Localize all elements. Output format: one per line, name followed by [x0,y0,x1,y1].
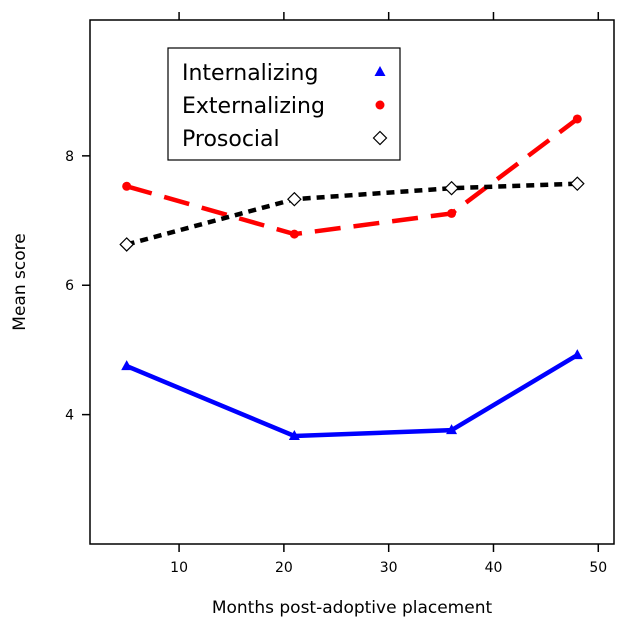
y-tick-label: 8 [65,149,74,165]
data-point [288,429,300,440]
data-point [121,360,133,371]
data-point [447,208,457,218]
plot-frame [89,19,615,545]
legend-marker-prosocial [372,130,388,146]
legend-marker-externalizing [375,100,385,110]
x-axis: 10 20 30 40 50 [170,12,607,576]
data-point [122,181,132,191]
data-point [444,180,459,196]
y-tick-label: 4 [65,408,74,424]
y-axis-title: Mean score [10,233,30,330]
x-tick-label: 30 [380,560,398,576]
x-tick-label: 50 [589,560,607,576]
x-axis-title: Months post-adoptive placement [212,598,493,618]
series-layer [119,114,585,440]
series-externalizing [122,114,582,239]
data-point [569,176,585,192]
series-line-internalizing [125,353,579,439]
legend-label-internalizing: Internalizing [182,61,318,86]
data-point [287,191,302,207]
data-point [571,349,583,360]
data-point [119,237,135,252]
legend-marker-internalizing [374,66,386,76]
data-point [446,424,458,435]
series-prosocial [119,176,585,252]
x-tick-label: 10 [170,560,188,576]
x-tick-label: 40 [485,560,503,576]
y-axis: 4 6 8 [65,149,90,424]
series-line-prosocial [126,181,578,247]
legend: Internalizing Externalizing Prosocial [167,47,401,161]
data-point [289,229,299,239]
series-internalizing [121,349,583,440]
y-tick-label: 6 [65,278,74,294]
legend-label-prosocial: Prosocial [182,127,280,152]
legend-box [167,47,401,161]
x-tick-label: 20 [275,560,293,576]
legend-label-externalizing: Externalizing [182,94,325,119]
data-point [572,114,582,124]
series-line-externalizing [126,117,579,237]
